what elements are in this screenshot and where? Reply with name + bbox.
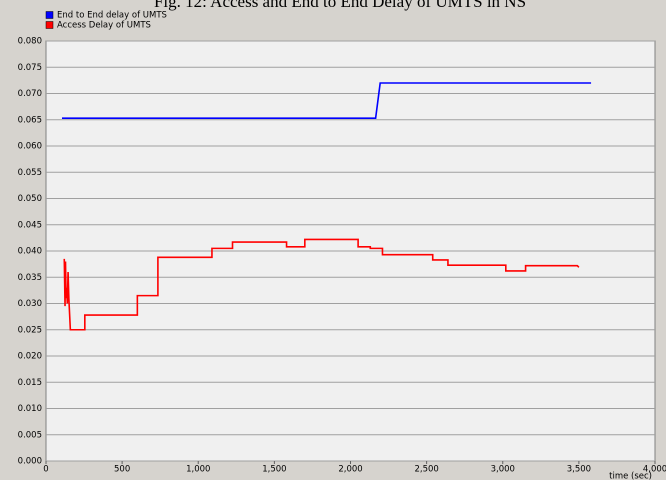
x-tick-label: 4,000 xyxy=(643,465,666,475)
x-tick-label: 2,000 xyxy=(338,465,362,475)
x-tick-label: 500 xyxy=(114,465,130,475)
x-tick-label: 3,000 xyxy=(491,465,515,475)
y-tick-label: 0.030 xyxy=(18,299,42,309)
y-tick-label: 0.000 xyxy=(18,457,42,467)
y-tick-label: 0.010 xyxy=(18,404,42,414)
y-tick-label: 0.005 xyxy=(18,430,42,440)
y-tick-label: 0.035 xyxy=(18,273,42,283)
y-tick-label: 0.080 xyxy=(18,37,42,47)
y-tick-label: 0.075 xyxy=(18,63,42,73)
legend-label: End to End delay of UMTS xyxy=(57,11,167,21)
series-line xyxy=(61,82,592,119)
chart-title: Fig. 12: Access and End to End Delay of … xyxy=(154,0,526,11)
y-tick-label: 0.045 xyxy=(18,220,42,230)
legend-label: Access Delay of UMTS xyxy=(57,21,151,31)
x-tick-label: 3,500 xyxy=(567,465,591,475)
x-tick-label: 1,500 xyxy=(262,465,286,475)
x-tick-label: 2,500 xyxy=(414,465,438,475)
y-tick-label: 0.055 xyxy=(18,168,42,178)
y-tick-label: 0.025 xyxy=(18,325,42,335)
x-axis-label: time (sec) xyxy=(609,472,652,480)
x-tick-label: 1,000 xyxy=(186,465,210,475)
y-tick-label: 0.065 xyxy=(18,115,42,125)
legend-swatch xyxy=(45,11,54,19)
y-tick-label: 0.040 xyxy=(18,247,42,257)
y-tick-label: 0.070 xyxy=(18,89,42,99)
y-tick-label: 0.050 xyxy=(18,194,42,204)
y-tick-label: 0.060 xyxy=(18,142,42,152)
legend-swatch xyxy=(45,21,54,29)
series-line xyxy=(63,238,580,331)
y-tick-label: 0.015 xyxy=(18,378,42,388)
y-tick-label: 0.020 xyxy=(18,352,42,362)
x-tick-label: 0 xyxy=(43,465,48,475)
